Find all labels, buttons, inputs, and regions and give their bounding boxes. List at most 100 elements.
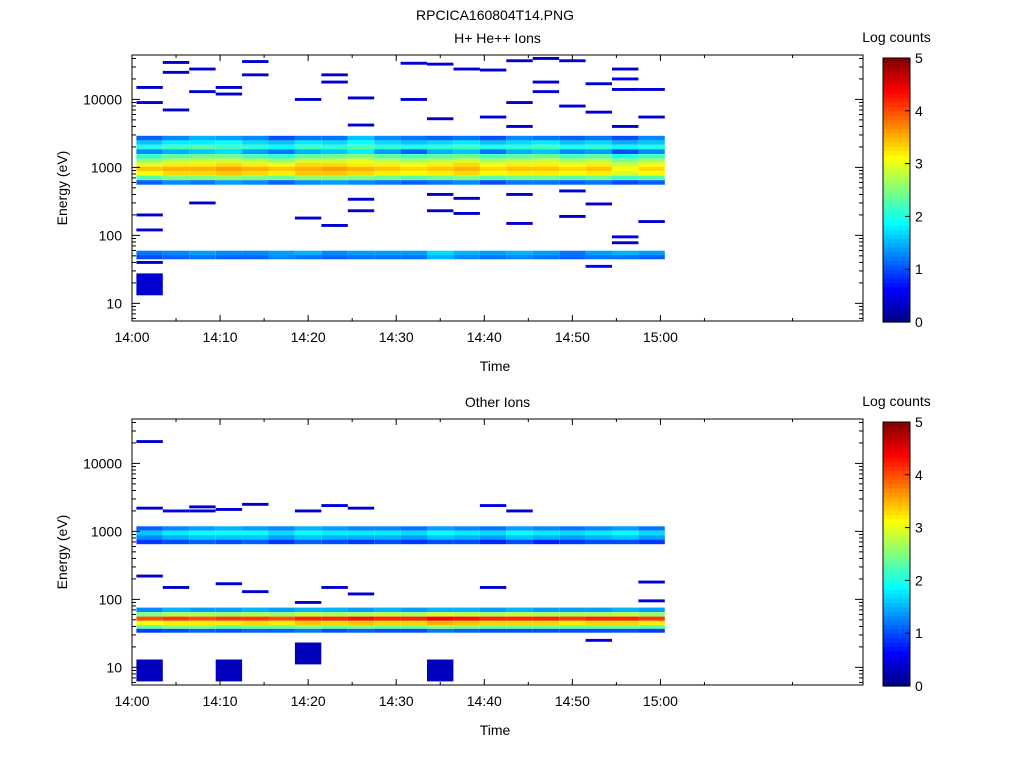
heatmap-bin bbox=[374, 625, 401, 629]
heatmap-bin bbox=[559, 616, 586, 621]
heatmap-bin bbox=[400, 135, 427, 141]
heatmap-bin bbox=[453, 144, 480, 150]
heatmap-bin bbox=[189, 616, 216, 621]
heatmap-bin bbox=[321, 625, 348, 629]
heatmap-bin bbox=[427, 117, 454, 121]
heatmap-bin bbox=[638, 620, 665, 625]
heatmap-bin bbox=[294, 166, 322, 171]
colorbar-segment bbox=[883, 308, 910, 314]
heatmap-bin bbox=[479, 135, 507, 141]
heatmap-bin bbox=[136, 607, 163, 613]
heatmap-bin bbox=[638, 612, 665, 617]
x-tick-label: 14:20 bbox=[291, 329, 326, 345]
colorbar-segment bbox=[883, 124, 910, 129]
colorbar-segment bbox=[883, 545, 910, 551]
heatmap-bin bbox=[638, 149, 665, 154]
heatmap-bin bbox=[294, 180, 322, 185]
heatmap-bin bbox=[400, 255, 427, 260]
colorbar-tick-label: 3 bbox=[915, 520, 923, 536]
heatmap-bin bbox=[321, 539, 348, 545]
heatmap-bin bbox=[427, 158, 454, 163]
plot-area bbox=[132, 55, 863, 321]
colorbar-segment bbox=[883, 256, 910, 261]
heatmap-bin bbox=[294, 149, 322, 154]
heatmap-bin bbox=[559, 607, 586, 613]
heatmap-bin bbox=[294, 135, 322, 141]
colorbar-segment bbox=[883, 216, 910, 222]
heatmap-bin bbox=[242, 60, 269, 63]
colorbar-segment bbox=[883, 650, 910, 656]
y-tick-label: 10000 bbox=[83, 455, 122, 471]
colorbar-segment bbox=[883, 137, 910, 143]
heatmap-bin bbox=[189, 250, 216, 255]
heatmap-bin bbox=[532, 612, 560, 617]
heatmap-bin bbox=[585, 154, 612, 159]
heatmap-bin bbox=[162, 135, 190, 141]
colorbar-segment bbox=[883, 589, 910, 595]
heatmap-bin bbox=[321, 180, 348, 185]
heatmap-bin bbox=[638, 255, 665, 260]
heatmap-bin bbox=[374, 628, 401, 633]
heatmap-bin bbox=[532, 158, 560, 163]
heatmap-bin bbox=[374, 526, 401, 531]
heatmap-bin bbox=[294, 158, 322, 163]
heatmap-bin bbox=[294, 620, 322, 625]
colorbar-segment bbox=[883, 620, 910, 625]
heatmap-bin bbox=[479, 535, 507, 540]
heatmap-bin bbox=[136, 144, 163, 150]
heatmap-bin bbox=[321, 255, 348, 260]
heatmap-bin bbox=[162, 61, 190, 64]
heatmap-bin bbox=[612, 166, 639, 171]
colorbar-segment bbox=[883, 203, 910, 209]
heatmap-bin bbox=[585, 625, 612, 629]
heatmap-bin bbox=[136, 158, 163, 163]
heatmap-bin bbox=[136, 539, 163, 545]
colorbar-segment bbox=[883, 269, 910, 275]
heatmap-bin bbox=[585, 82, 612, 86]
heatmap-bin bbox=[162, 171, 190, 176]
heatmap-bin bbox=[585, 180, 612, 185]
x-axis-label: Time bbox=[480, 722, 511, 738]
heatmap-bin bbox=[638, 115, 665, 119]
heatmap-bin bbox=[189, 620, 216, 625]
colorbar-segment bbox=[883, 580, 910, 586]
heatmap-bin bbox=[532, 171, 560, 176]
heatmap-bin bbox=[347, 175, 375, 181]
heatmap-bin bbox=[559, 162, 586, 167]
heatmap-bin bbox=[638, 628, 665, 633]
heatmap-bin bbox=[347, 162, 375, 167]
colorbar-segment bbox=[883, 611, 910, 617]
heatmap-bin bbox=[347, 149, 375, 154]
heatmap-bin bbox=[532, 80, 560, 84]
colorbar-segment bbox=[883, 84, 910, 90]
heatmap-bin bbox=[638, 158, 665, 163]
heatmap-bin bbox=[453, 620, 480, 625]
heatmap-bin bbox=[532, 607, 560, 613]
heatmap-bin bbox=[136, 149, 163, 154]
heatmap-bin bbox=[215, 180, 243, 185]
heatmap-bin bbox=[506, 140, 533, 145]
heatmap-bin bbox=[506, 625, 533, 629]
heatmap-bin bbox=[612, 530, 639, 535]
heatmap-bin bbox=[215, 144, 243, 150]
heatmap-bin bbox=[189, 180, 216, 185]
heatmap-bin bbox=[427, 62, 454, 66]
heatmap-bin bbox=[532, 57, 560, 60]
heatmap-bin bbox=[136, 180, 163, 185]
heatmap-bin bbox=[374, 166, 401, 171]
heatmap-bin bbox=[559, 612, 586, 617]
heatmap-bin bbox=[427, 180, 454, 185]
colorbar-segment bbox=[883, 576, 910, 581]
heatmap-bin bbox=[585, 638, 612, 642]
x-tick-label: 14:00 bbox=[114, 693, 149, 709]
y-tick-label: 100 bbox=[99, 591, 123, 607]
heatmap-bin bbox=[400, 612, 427, 617]
colorbar-segment bbox=[883, 637, 910, 643]
heatmap-bin bbox=[268, 162, 295, 167]
heatmap-bin bbox=[189, 612, 216, 617]
heatmap-bin bbox=[162, 175, 190, 181]
colorbar-segment bbox=[883, 132, 910, 138]
colorbar-segment bbox=[883, 247, 910, 253]
colorbar-segment bbox=[883, 628, 910, 634]
heatmap-bin bbox=[347, 628, 375, 633]
